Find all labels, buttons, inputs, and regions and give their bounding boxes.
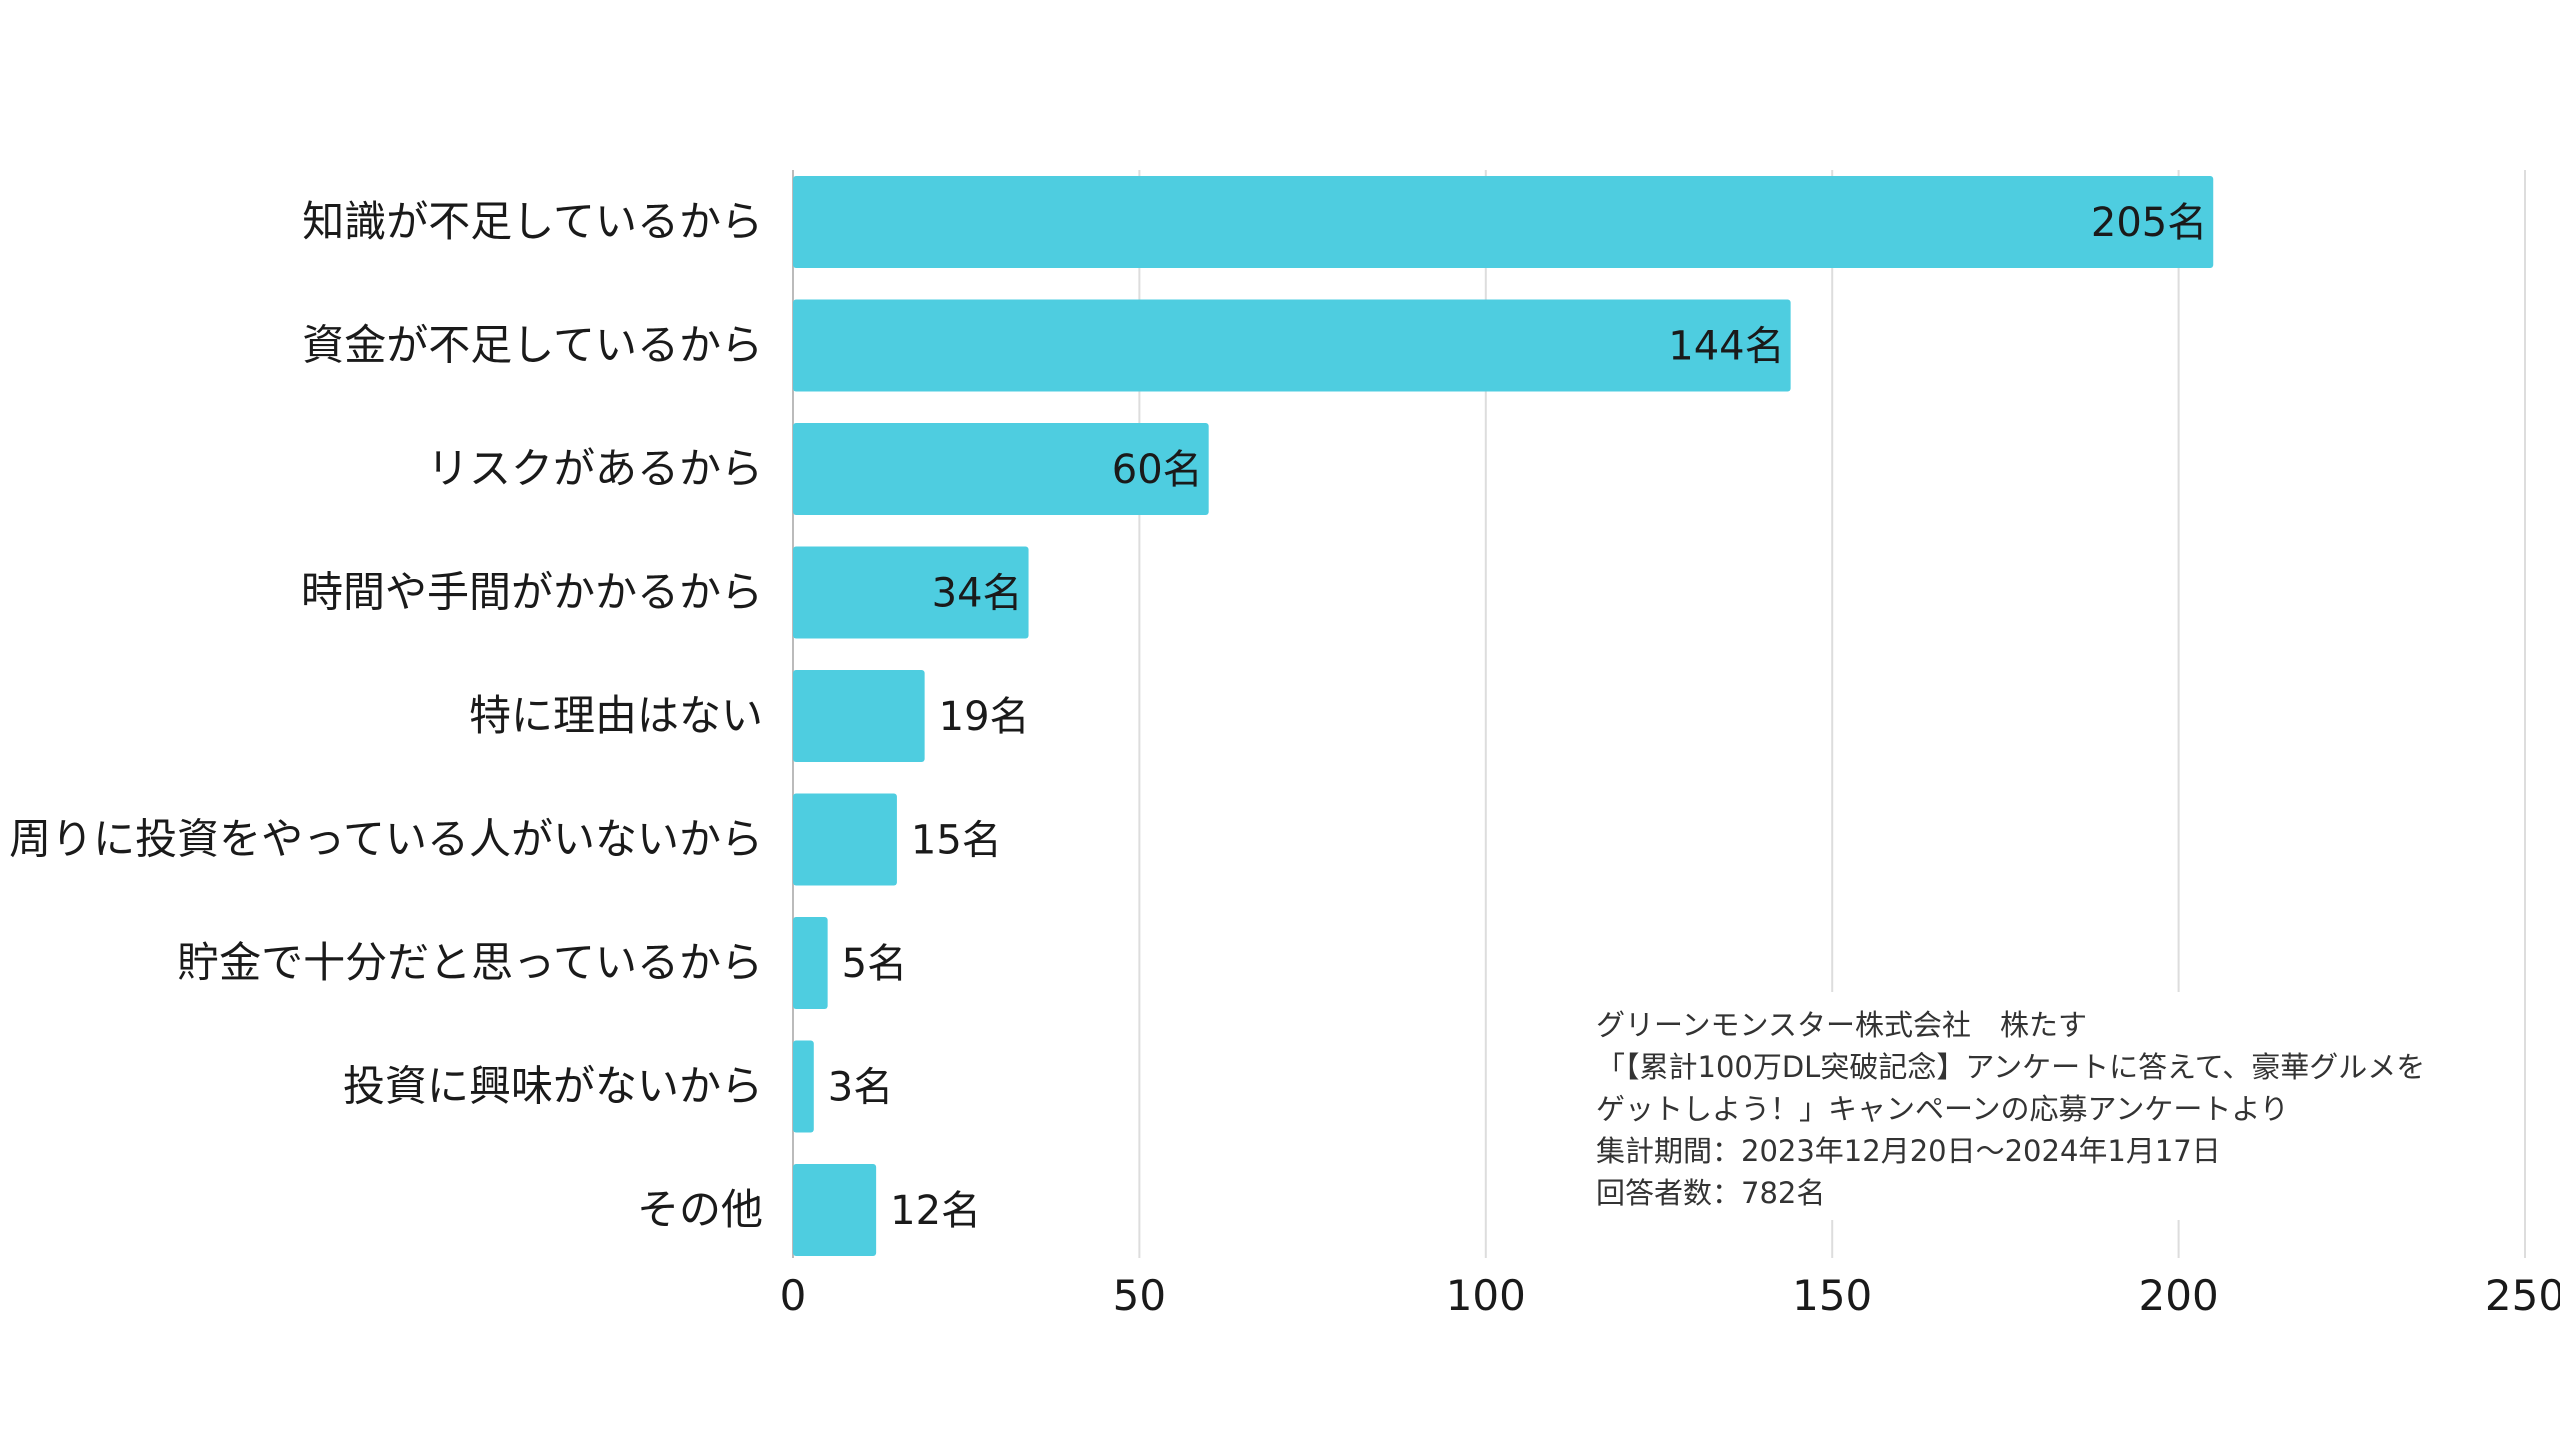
category-label: 特に理由はない [469,691,763,740]
x-tick-label: 100 [1446,1271,1526,1320]
x-tick-label: 150 [1792,1271,1872,1320]
data-labels: 205名 144名 60名 34名 19名 15名 5名 3名 12名 [828,200,2207,1234]
data-label: 205名 [2091,200,2207,246]
bar [793,670,925,762]
category-labels: 知識が不足しているから資金が不足しているからリスクがあるから時間や手間がかかるか… [9,197,763,1234]
source-note-line: 回答者数：782名 [1596,1176,1826,1210]
source-note-line: ゲットしよう！」キャンペーンの応募アンケートより [1596,1092,2289,1126]
bar [793,917,828,1009]
category-label: 知識が不足しているから [302,197,763,246]
bar [793,793,897,886]
data-label: 15名 [911,818,1002,864]
data-label: 12名 [890,1188,981,1234]
source-note-line: 集計期間：2023年12月20日〜2024年1月17日 [1596,1134,2221,1168]
category-label: 投資に興味がないから [343,1062,763,1111]
x-axis-ticks: 0 50 100 150 200 250 [780,1271,2560,1320]
bar [793,1164,877,1256]
data-label: 34名 [932,571,1023,617]
bar [793,299,1791,392]
bar [793,546,1029,639]
x-tick-label: 200 [2139,1271,2219,1320]
bars [793,176,2214,1256]
x-tick-label: 50 [1113,1271,1166,1320]
source-note-line: 「【累計100万DL突破記念】アンケートに答えて、豪華グルメを [1596,1050,2426,1084]
x-tick-label: 250 [2485,1271,2560,1320]
source-note: グリーンモンスター株式会社 株たす 「【累計100万DL突破記念】アンケートに答… [1578,992,2508,1220]
category-label: 資金が不足しているから [302,321,763,370]
bar [793,423,1209,515]
data-label: 3名 [828,1065,893,1111]
category-label: リスクがあるから [427,444,763,493]
category-label: その他 [637,1185,763,1234]
x-tick-label: 0 [780,1271,807,1320]
category-label: 貯金で十分だと思っているから [177,938,763,987]
category-label: 周りに投資をやっている人がいないから [9,815,763,864]
data-label: 5名 [842,941,907,987]
bar [793,176,2214,268]
bar [793,1040,814,1133]
data-label: 60名 [1112,447,1203,493]
data-label: 144名 [1668,324,1784,370]
data-label: 19名 [939,694,1030,740]
category-label: 時間や手間がかかるから [301,568,763,617]
source-note-line: グリーンモンスター株式会社 株たす [1596,1008,2087,1042]
